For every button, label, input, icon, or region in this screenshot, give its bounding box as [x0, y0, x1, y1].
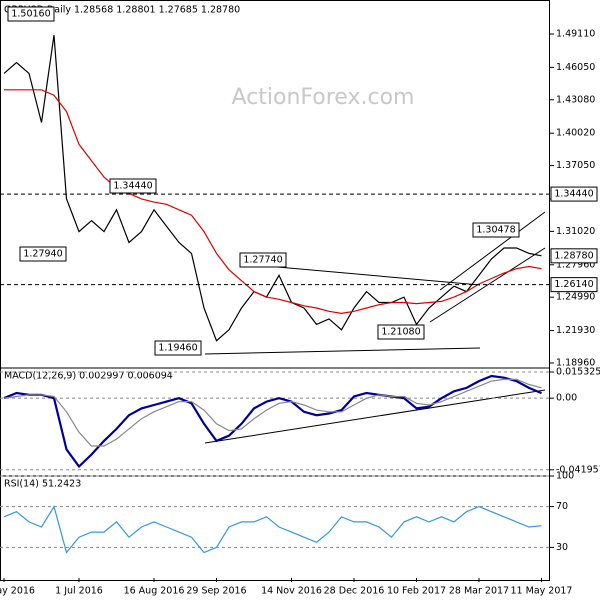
y-tick-label: 1.43080 — [556, 94, 595, 105]
annotation-label: 1.19460 — [158, 343, 197, 354]
x-tick-label: 18 May 2016 — [0, 586, 35, 597]
annotation-label: 1.27740 — [243, 255, 282, 266]
y-tick-label: 100 — [556, 471, 574, 482]
price-label: 1.28780 — [554, 250, 593, 261]
price-label: 1.34440 — [554, 189, 593, 200]
frame — [0, 0, 550, 581]
x-tick-label: 14 Nov 2016 — [261, 586, 322, 597]
price-label: 1.26140 — [554, 279, 593, 290]
y-tick-label: -0.041957 — [556, 464, 600, 475]
series-line — [3, 378, 542, 447]
annotation-box — [109, 178, 157, 194]
x-tick-label: 1 Jul 2016 — [55, 586, 103, 597]
annotation-box — [19, 246, 67, 262]
panel-title: GBPUSD.Daily 1.28568 1.28801 1.27685 1.2… — [4, 5, 240, 16]
trendline — [254, 264, 481, 286]
trendline — [204, 347, 481, 355]
trendline — [204, 389, 546, 444]
y-tick-label: 0.00 — [556, 393, 577, 404]
series-line — [3, 374, 542, 469]
watermark: ActionForex.com — [232, 85, 415, 110]
annotation-label: 1.27940 — [23, 249, 62, 260]
annotation-box — [7, 6, 55, 22]
annotation-label: 1.30478 — [476, 225, 515, 236]
x-tick-label: 10 Feb 2017 — [387, 586, 446, 597]
series-line — [3, 505, 542, 554]
y-tick-label: 1.31020 — [556, 226, 595, 237]
panel-title: RSI(14) 51.2423 — [4, 479, 81, 490]
x-tick-label: 29 Sep 2016 — [186, 586, 246, 597]
series-line — [4, 89, 542, 315]
price-label-box — [550, 277, 598, 293]
x-tick-label: 16 Aug 2016 — [124, 586, 185, 597]
y-tick-label: 1.24990 — [556, 292, 595, 303]
y-tick-label: 1.37050 — [556, 160, 595, 171]
panel-title: MACD(12,26,9) 0.002997 0.006094 — [4, 371, 173, 382]
annotation-label: 1.21080 — [381, 327, 420, 338]
annotation-box — [472, 222, 520, 238]
x-tick-label: 28 Mar 2017 — [449, 586, 509, 597]
y-tick-label: 1.21930 — [556, 325, 595, 336]
trendline — [439, 211, 546, 291]
y-tick-label: 0.015325 — [556, 367, 600, 378]
y-tick-label: 70 — [556, 501, 568, 512]
annotation-label: 1.34440 — [113, 181, 152, 192]
annotation-box — [154, 340, 202, 356]
y-tick-label: 1.40020 — [556, 128, 595, 139]
y-tick-label: 1.46050 — [556, 62, 595, 73]
series-line — [3, 35, 542, 342]
x-tick-label: 11 May 2017 — [511, 586, 573, 597]
annotation-box — [377, 324, 425, 340]
annotation-box — [239, 252, 287, 268]
trendline — [429, 247, 546, 323]
y-tick-label: 30 — [556, 542, 568, 553]
price-label-box — [550, 186, 598, 202]
y-tick-label: 1.27960 — [556, 259, 595, 270]
y-tick-label: 1.49110 — [556, 29, 595, 40]
x-tick-label: 28 Dec 2016 — [324, 586, 385, 597]
y-tick-label: 1.18960 — [556, 357, 595, 368]
annotation-label: 1.50160 — [11, 9, 50, 20]
price-label-box — [550, 248, 598, 264]
